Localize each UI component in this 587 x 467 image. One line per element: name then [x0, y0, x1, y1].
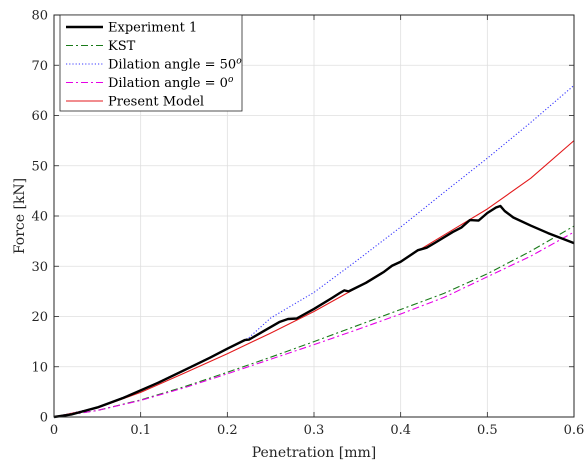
x-tick-label: 0.6 [564, 423, 585, 438]
x-tick-label: 0.3 [304, 423, 325, 438]
legend-label: Dilation angle = 50o [108, 57, 242, 73]
series-lines [53, 84, 575, 419]
y-tick-label: 60 [31, 109, 48, 124]
y-tick-label: 80 [31, 9, 48, 24]
legend-label: Dilation angle = 0o [108, 75, 234, 91]
legend-superscript: o [228, 75, 234, 85]
y-tick-labels: 0 10 20 30 40 50 60 70 80 [31, 9, 48, 426]
legend: Experiment 1 KST Dilation angle = 50o Dilat… [59, 14, 243, 112]
legend-superscript: o [236, 57, 242, 67]
y-axis-label: Force [kN] [12, 178, 28, 254]
y-tick-label: 0 [40, 411, 48, 426]
series-line-1 [53, 225, 575, 418]
x-tick-label: 0.2 [217, 423, 238, 438]
x-tick-label: 0.4 [390, 423, 411, 438]
x-tick-label: 0.1 [130, 423, 151, 438]
y-tick-label: 50 [31, 159, 48, 174]
legend-entries: Experiment 1 KST Dilation angle = 50o Dilat… [66, 21, 242, 110]
x-tick-labels: 0 0.1 0.2 0.3 0.4 0.5 0.6 [50, 423, 584, 438]
x-tick-label: 0.5 [477, 423, 498, 438]
y-tick-label: 30 [31, 260, 48, 275]
series-line-0 [53, 204, 575, 419]
legend-label: Present Model [108, 95, 204, 110]
y-tick-label: 20 [31, 310, 48, 325]
series-line-2 [53, 84, 575, 418]
series-line-3 [53, 231, 575, 418]
series-line-4 [53, 140, 575, 418]
x-tick-label: 0 [50, 423, 58, 438]
y-tick-label: 40 [31, 210, 48, 225]
legend-label: KST [108, 39, 136, 54]
legend-box [59, 14, 243, 112]
y-tick-label: 10 [31, 360, 48, 375]
y-tick-label: 70 [31, 59, 48, 74]
x-axis-label: Penetration [mm] [252, 445, 377, 461]
legend-label: Experiment 1 [108, 21, 197, 36]
